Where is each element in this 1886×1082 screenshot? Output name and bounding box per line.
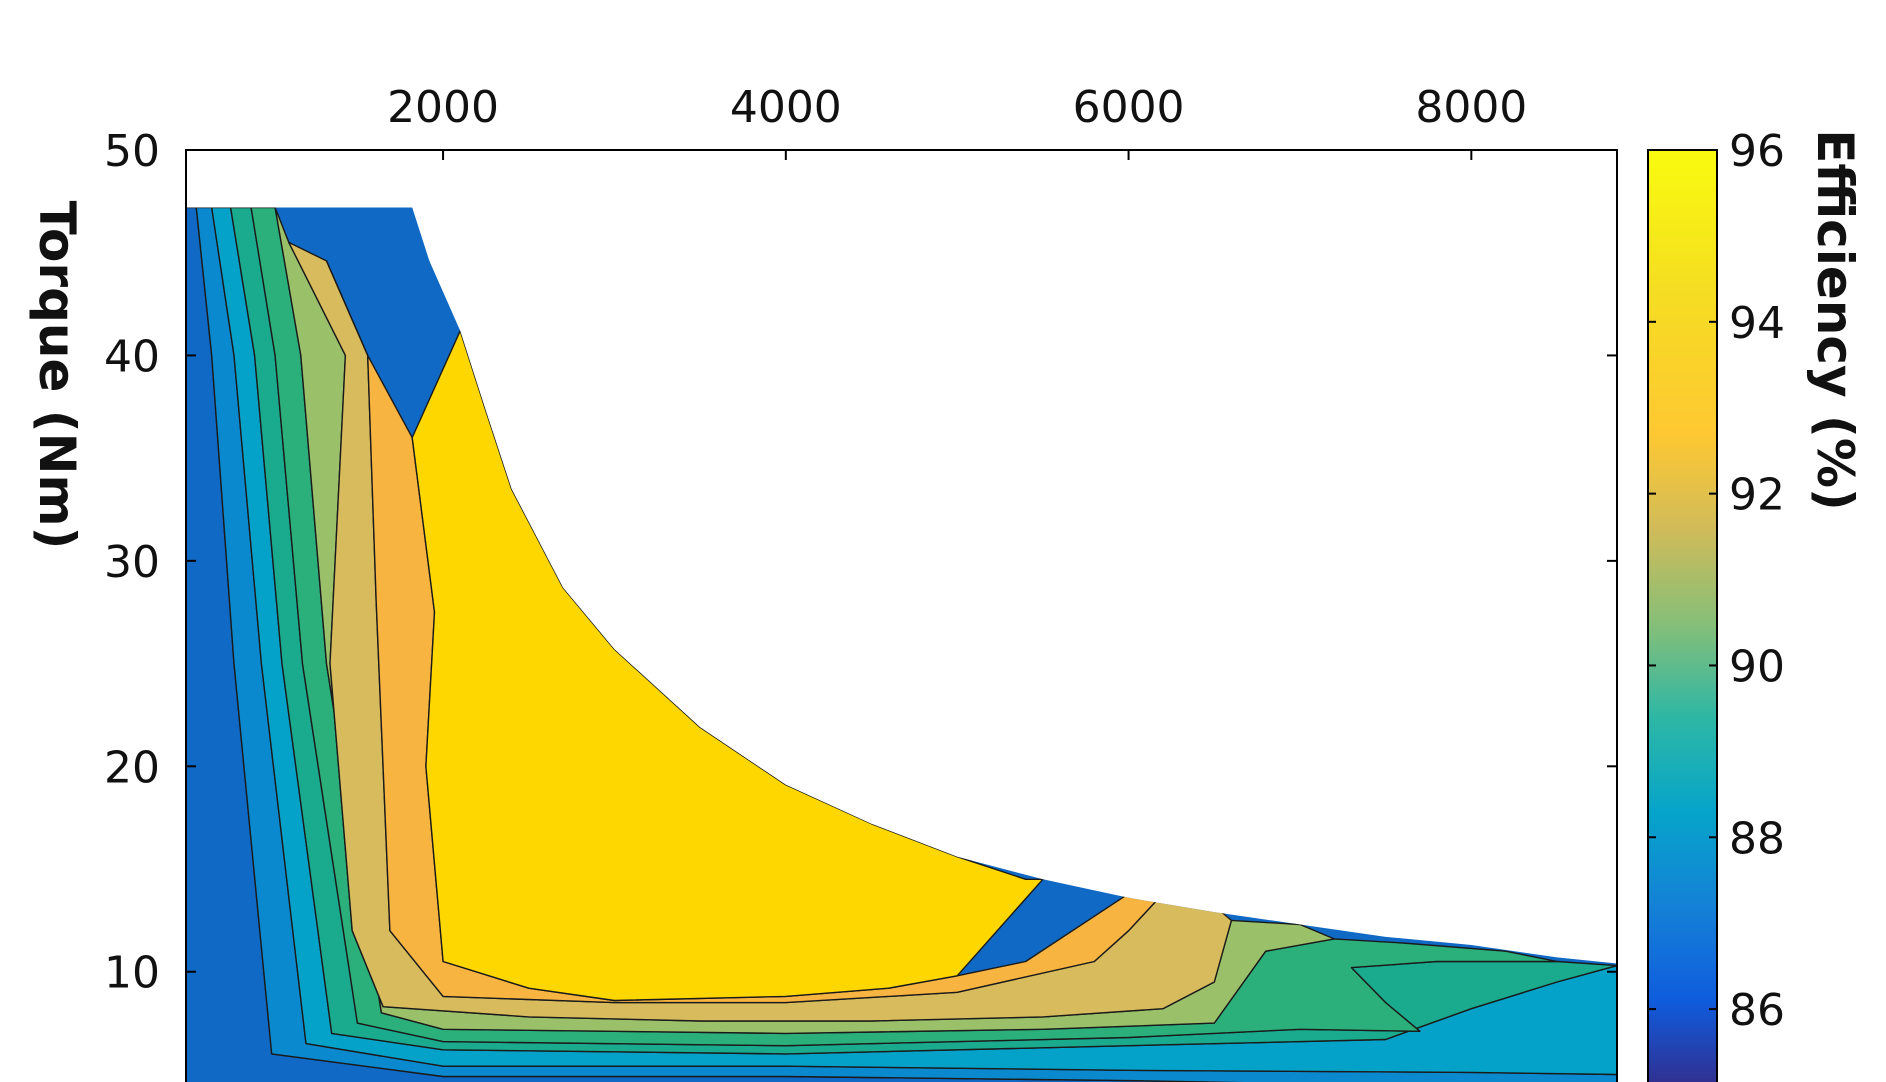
colorbar-fill	[1648, 150, 1717, 1082]
y-tick-label: 40	[104, 331, 160, 382]
colorbar-title: Efficiency (%)	[1806, 129, 1864, 511]
y-tick-label: 10	[104, 948, 160, 999]
colorbar-tick-label: 94	[1729, 298, 1785, 349]
colorbar-tick-label: 96	[1729, 126, 1785, 177]
colorbar-frame	[1647, 149, 1718, 1082]
x-tick-label: 6000	[1073, 82, 1185, 133]
colorbar-tick-label: 90	[1729, 641, 1785, 692]
colorbar: 86 88 90 92 94 96	[1647, 126, 1785, 1082]
colorbar-tick-label: 92	[1729, 470, 1785, 521]
x-tick-label: 4000	[730, 82, 842, 133]
y-tick-label: 50	[104, 126, 160, 177]
x-tick-label: 8000	[1415, 82, 1527, 133]
x-tick-label: 2000	[387, 82, 499, 133]
y-axis-title: Torque (Nm)	[28, 201, 86, 550]
colorbar-tick-label: 86	[1729, 985, 1785, 1036]
x-axis-top: 2000 4000 6000 8000	[387, 82, 1527, 160]
y-tick-label: 30	[104, 537, 160, 588]
y-tick-label: 20	[104, 742, 160, 793]
plot-frame	[185, 149, 1618, 1082]
y-axis-left: 10 20 30 40 50	[104, 126, 1617, 999]
colorbar-tick-label: 88	[1729, 813, 1785, 864]
efficiency-region-8	[411, 330, 1044, 1002]
